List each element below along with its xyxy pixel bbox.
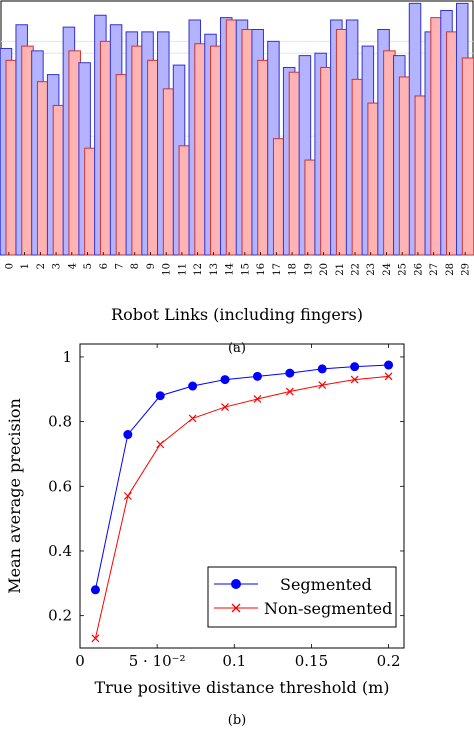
x-tick-label: 0.15 — [295, 652, 328, 670]
panel-label-a: (a) — [228, 341, 246, 356]
x-tick-label: 0 — [4, 263, 15, 269]
x-tick-label: 8 — [130, 263, 141, 269]
x-tick-label: 26 — [413, 263, 424, 276]
series-line-non-segmented — [94, 375, 389, 639]
x-tick-label: 13 — [209, 263, 220, 276]
x-tick-label: 10 — [162, 263, 173, 276]
legend-segmented-marker — [231, 579, 241, 589]
x-tick-label: 21 — [335, 263, 346, 276]
point-segmented — [220, 375, 230, 385]
y-tick-label: 0.6 — [48, 477, 72, 495]
bar-chart-panel: 0 1 2 3 4 5 6 7 8 9 10 11 12 13 14 15 16 17 18 19 20 21 22 23 24… — [0, 0, 474, 356]
y-tick-label: 1 — [62, 348, 72, 366]
x-tick-label: 18 — [288, 263, 299, 276]
bar-series2-29 — [461, 57, 474, 256]
point-segmented — [252, 371, 262, 381]
point-non-segmented — [123, 492, 132, 500]
x-tick-label: 5 — [83, 263, 94, 269]
point-segmented — [188, 381, 198, 391]
line-chart-y-axis-label: Mean average precision — [5, 398, 24, 594]
line-chart-ticks: 0 5 · 10⁻² 0.1 0.15 0.2 0.2 0.4 0.6 0.8 1 — [48, 344, 404, 670]
legend-segmented-label: Segmented — [280, 575, 372, 594]
x-tick-label: 23 — [366, 263, 377, 276]
x-tick-label: 20 — [319, 263, 330, 276]
bar-chart-x-axis-label: Robot Links (including fingers) — [111, 305, 363, 324]
point-segmented — [285, 368, 295, 378]
point-non-segmented — [91, 634, 100, 643]
point-non-segmented — [253, 395, 262, 403]
point-segmented — [123, 430, 133, 440]
x-tick-label: 6 — [99, 263, 110, 269]
line-chart-series — [90, 360, 394, 643]
point-segmented — [155, 391, 165, 401]
line-chart-x-axis-label: True positive distance threshold (m) — [95, 678, 390, 697]
x-tick-label: 15 — [240, 263, 251, 276]
point-segmented — [317, 364, 327, 374]
point-non-segmented — [285, 387, 294, 396]
x-tick-label: 1 — [20, 263, 31, 269]
panel-label-b: (b) — [228, 713, 246, 728]
x-tick-label: 29 — [461, 263, 472, 276]
point-non-segmented — [188, 414, 197, 423]
y-tick-label: 0.4 — [48, 542, 72, 560]
x-tick-label: 14 — [225, 263, 236, 276]
point-non-segmented — [350, 375, 359, 384]
point-non-segmented — [221, 403, 229, 411]
bar-chart-bars — [0, 2, 474, 256]
legend-box — [207, 566, 397, 628]
x-tick-label: 0.2 — [377, 652, 401, 670]
x-tick-label: 3 — [52, 263, 63, 269]
x-tick-label: 22 — [351, 263, 362, 276]
line-chart-plot-frame — [79, 343, 405, 649]
line-chart-panel: 0 5 · 10⁻² 0.1 0.15 0.2 0.2 0.4 0.6 0.8 1 Mean av… — [5, 343, 405, 728]
point-segmented — [90, 585, 100, 595]
legend-nonsegmented-marker — [231, 603, 241, 613]
x-tick-label: 9 — [146, 263, 157, 269]
point-non-segmented — [384, 372, 393, 381]
x-tick-label: 12 — [193, 263, 204, 276]
x-tick-label: 0 — [75, 652, 85, 670]
x-tick-label: 4 — [67, 263, 78, 269]
point-segmented — [350, 362, 360, 372]
x-tick-label: 5 · 10⁻² — [129, 652, 186, 670]
legend-nonsegmented-label: Non-segmented — [264, 599, 392, 618]
x-tick-label: 11 — [177, 263, 188, 276]
point-non-segmented — [156, 440, 165, 449]
x-tick-label: 2 — [36, 263, 47, 269]
series-line-segmented — [94, 364, 389, 590]
x-tick-label: 0.1 — [222, 652, 246, 670]
x-tick-label: 16 — [256, 263, 267, 276]
x-tick-label: 24 — [382, 263, 393, 276]
line-chart-legend: Segmented Non-segmented — [207, 566, 397, 628]
point-non-segmented — [318, 381, 327, 389]
y-tick-label: 0.2 — [48, 607, 72, 625]
x-tick-label: 19 — [303, 263, 314, 276]
x-tick-label: 7 — [115, 263, 126, 269]
x-tick-label: 25 — [398, 263, 409, 276]
x-tick-label: 17 — [272, 263, 283, 276]
x-tick-label: 28 — [445, 263, 456, 276]
point-segmented — [384, 360, 394, 370]
bar-chart-x-ticks: 0 1 2 3 4 5 6 7 8 9 10 11 12 13 14 15 16 17 18 19 20 21 22 23 24… — [4, 252, 472, 276]
y-tick-label: 0.8 — [48, 413, 72, 431]
x-tick-label: 27 — [429, 263, 440, 276]
